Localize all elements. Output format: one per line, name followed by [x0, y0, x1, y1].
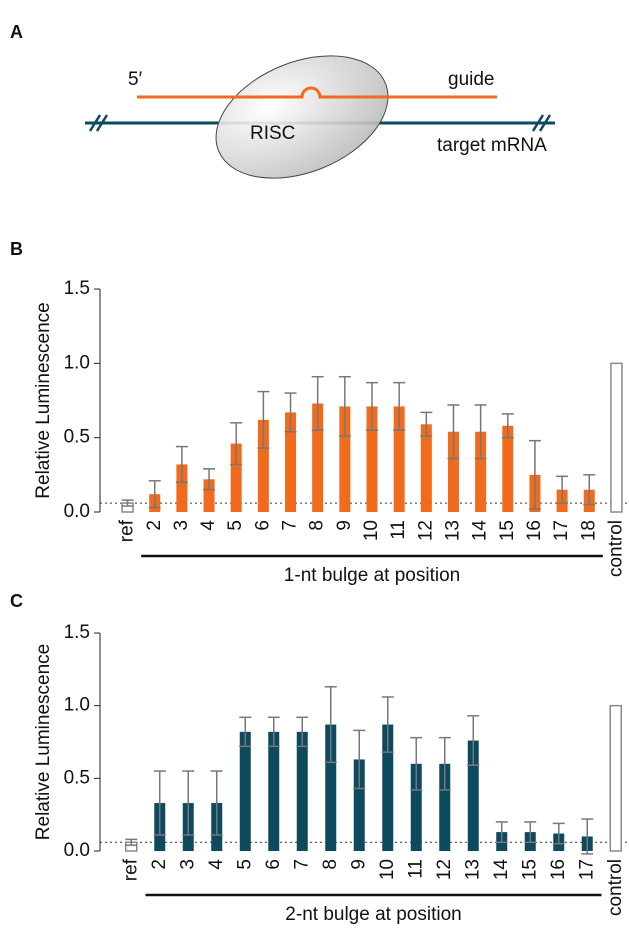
bar	[382, 724, 394, 851]
y-tick-label: 1.0	[64, 695, 90, 716]
x-tick-label: 2	[144, 520, 165, 531]
bar	[475, 431, 487, 512]
x-tick-label: 10	[361, 520, 382, 541]
x-tick-label: 5	[225, 520, 246, 531]
x-axis-label: 2-nt bulge at position	[285, 904, 461, 925]
x-tick-label: 2	[149, 859, 170, 870]
bar	[176, 464, 188, 512]
bar	[353, 759, 365, 851]
y-tick-label: 0.5	[64, 427, 90, 448]
y-tick-label: 0.5	[64, 767, 90, 788]
x-axis-label: 1-nt bulge at position	[284, 565, 460, 586]
x-tick-label: 3	[177, 859, 198, 870]
bar	[439, 763, 451, 851]
x-tick-label: 16	[548, 859, 569, 880]
y-tick-label: 0.0	[64, 840, 90, 861]
x-tick-label: 3	[171, 520, 192, 531]
bar	[257, 419, 269, 512]
y-axis-label: Relative Luminescence	[33, 302, 54, 498]
bar	[296, 731, 308, 851]
panel-label: C	[10, 591, 23, 611]
bar	[239, 731, 251, 851]
break-mark	[538, 114, 552, 132]
bar	[610, 362, 623, 513]
x-tick-label: 8	[307, 520, 328, 531]
bar	[366, 406, 378, 512]
bar	[285, 412, 297, 512]
x-tick-label: 11	[405, 859, 426, 879]
x-tick-label: control	[605, 859, 626, 916]
bar	[230, 443, 242, 512]
bar	[339, 406, 351, 512]
x-tick-label: 7	[291, 859, 312, 870]
target-label: target mRNA	[437, 135, 547, 156]
bar	[502, 425, 514, 512]
x-tick-label: 10	[377, 859, 398, 880]
break-mark	[95, 114, 109, 132]
x-tick-label: 14	[491, 859, 512, 881]
risc-label: RISC	[250, 123, 295, 144]
x-tick-label: 7	[280, 520, 301, 531]
x-tick-label: 17	[551, 520, 572, 541]
x-tick-label: 11	[388, 520, 409, 540]
x-tick-label: 6	[252, 520, 273, 531]
panel-label: A	[10, 22, 23, 42]
bar	[447, 431, 459, 512]
bar	[410, 763, 422, 851]
five-prime-label: 5′	[128, 69, 143, 90]
x-tick-label: control	[605, 520, 626, 577]
x-tick-label: 8	[320, 859, 341, 870]
x-tick-label: 13	[442, 520, 463, 541]
y-tick-label: 1.0	[64, 352, 90, 373]
x-tick-label: 13	[462, 859, 483, 880]
x-tick-label: 12	[415, 520, 436, 541]
diagram: A 5′ guide RISC target mRNA	[10, 22, 555, 179]
bar	[312, 403, 324, 512]
x-tick-label: ref	[117, 519, 138, 542]
x-tick-label: 16	[524, 520, 545, 541]
x-tick-label: 9	[348, 859, 369, 870]
x-tick-label: 4	[198, 520, 219, 531]
bar	[203, 479, 215, 512]
x-tick-label: ref	[120, 858, 141, 881]
bar	[393, 406, 405, 512]
panel-label: B	[10, 239, 23, 259]
bar	[268, 731, 280, 851]
x-tick-label: 9	[334, 520, 355, 531]
y-axis-label: Relative Luminescence	[33, 644, 54, 840]
x-tick-label: 15	[497, 520, 518, 541]
x-tick-label: 6	[263, 859, 284, 870]
x-tick-label: 5	[234, 859, 255, 870]
bar	[609, 704, 622, 852]
bar	[420, 424, 432, 512]
bar	[467, 740, 479, 851]
guide-label: guide	[448, 69, 495, 90]
x-tick-label: 15	[519, 859, 540, 880]
x-tick-label: 14	[470, 520, 491, 542]
break-mark	[531, 114, 545, 132]
y-tick-label: 1.5	[64, 622, 90, 643]
break-mark	[88, 114, 102, 132]
guide-strand	[137, 86, 497, 99]
bar	[325, 724, 337, 851]
risc-complex	[215, 55, 389, 179]
y-tick-label: 0.0	[64, 501, 90, 522]
x-tick-label: 4	[206, 859, 227, 870]
x-tick-label: 12	[434, 859, 455, 880]
x-tick-label: 18	[578, 520, 599, 541]
x-tick-label: 17	[576, 859, 597, 880]
y-tick-label: 1.5	[64, 278, 90, 299]
